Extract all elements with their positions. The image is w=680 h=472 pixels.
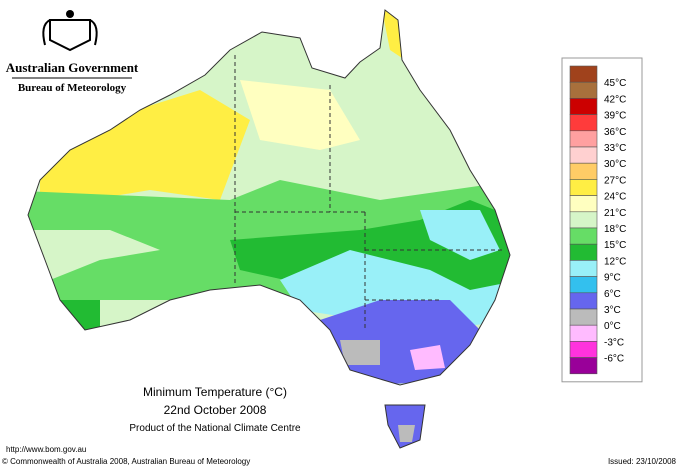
legend-label: 9°C xyxy=(604,273,621,284)
map-date: 22nd October 2008 xyxy=(164,403,267,417)
legend-swatch xyxy=(569,276,598,294)
legend-swatch xyxy=(569,179,598,196)
legend-swatch xyxy=(569,260,598,277)
issued: Issued: 23/10/2008 xyxy=(608,457,677,466)
legend-swatch xyxy=(569,65,598,83)
legend-label: 6°C xyxy=(604,289,621,300)
legend-swatch xyxy=(569,341,598,358)
map-title: Minimum Temperature (°C) xyxy=(143,385,287,399)
legend-swatch xyxy=(569,98,598,115)
legend-label: 21°C xyxy=(604,208,626,219)
legend-label: 30°C xyxy=(604,159,626,170)
legend-label: 18°C xyxy=(604,224,626,235)
legend-label: 0°C xyxy=(604,321,621,332)
legend-swatch xyxy=(569,162,598,180)
legend-swatch xyxy=(569,357,598,375)
legend-label: -6°C xyxy=(604,354,624,365)
legend-swatch xyxy=(569,146,598,164)
legend-label: 36°C xyxy=(604,127,626,138)
product-note: Product of the National Climate Centre xyxy=(129,423,301,434)
copyright: © Commonwealth of Australia 2008, Austra… xyxy=(2,457,250,466)
url: http://www.bom.gov.au xyxy=(6,445,86,454)
legend-swatch xyxy=(569,130,598,148)
state-borders xyxy=(234,55,505,330)
legend-label: 39°C xyxy=(604,111,626,122)
legend-label: -3°C xyxy=(604,337,624,348)
legend-swatch xyxy=(569,211,598,229)
legend-swatch xyxy=(569,114,598,132)
legend-swatch xyxy=(569,292,598,310)
logo xyxy=(42,10,98,52)
legend-label: 24°C xyxy=(604,192,626,203)
coastline xyxy=(27,9,511,386)
legend-label: 33°C xyxy=(604,143,626,154)
legend-swatch xyxy=(569,227,598,245)
legend: 45°C 42°C 39°C 36°C 33°C 30°C 27°C 24°C 21°C 18°C… xyxy=(561,57,643,383)
legend-label: 42°C xyxy=(604,94,626,105)
legend-swatch xyxy=(569,308,598,326)
bureau: Bureau of Meteorology xyxy=(18,82,127,94)
tasmania-cold xyxy=(398,425,415,442)
legend-label: 27°C xyxy=(604,175,626,186)
legend-label: 3°C xyxy=(604,305,621,316)
legend-label: 45°C xyxy=(604,78,626,89)
agency: Australian Government xyxy=(6,60,139,75)
legend-swatch xyxy=(569,81,598,99)
legend-swatch xyxy=(569,243,598,261)
legend-frame xyxy=(561,57,643,383)
legend-swatch xyxy=(569,195,598,213)
legend-swatch xyxy=(569,324,598,342)
legend-label: 12°C xyxy=(604,256,626,267)
legend-label: 15°C xyxy=(604,240,626,251)
